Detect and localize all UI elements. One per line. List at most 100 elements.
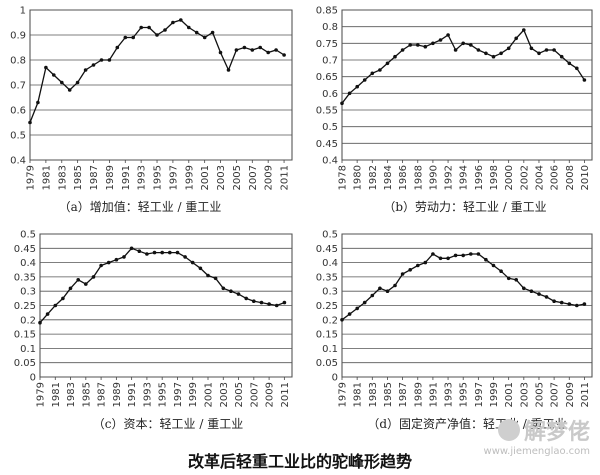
data-point — [99, 263, 103, 268]
data-point — [370, 293, 375, 298]
x-tick-label: 1989 — [105, 165, 116, 190]
x-tick-label: 1986 — [398, 165, 409, 190]
y-tick-label: 0.8 — [322, 22, 338, 33]
data-point — [347, 312, 352, 316]
x-tick-label: 1993 — [137, 165, 148, 190]
data-point — [266, 50, 271, 55]
watermark-url: www.jiemenglao.com — [483, 446, 590, 457]
x-tick-label: 1996 — [474, 165, 485, 190]
x-tick-label: 2006 — [550, 165, 561, 190]
x-tick-label: 1991 — [127, 382, 138, 407]
watermark-logo-icon — [497, 419, 520, 441]
data-point — [355, 306, 360, 311]
y-tick-label: 0.5 — [10, 131, 26, 142]
x-tick-label: 1978 — [338, 165, 349, 190]
x-tick-label: 1984 — [383, 165, 394, 190]
data-point — [206, 273, 210, 278]
y-tick-label: 0.4 — [322, 156, 338, 167]
x-tick-label: 1992 — [444, 165, 455, 190]
data-point — [53, 303, 58, 308]
data-point — [393, 283, 397, 288]
y-tick-label: 0.35 — [316, 272, 338, 283]
data-point — [242, 45, 247, 50]
x-tick-label: 1979 — [338, 382, 349, 407]
figure-title: 改革后轻重工业比的驼峰形趋势 — [187, 452, 412, 471]
data-point — [274, 48, 278, 52]
y-tick-label: 0.4 — [10, 156, 26, 167]
data-point — [499, 51, 503, 56]
data-point — [514, 36, 518, 41]
x-tick-label: 2009 — [264, 165, 275, 190]
x-tick-label: 1997 — [173, 382, 184, 407]
data-point — [340, 318, 344, 322]
data-point — [582, 78, 587, 82]
x-tick-label: 1994 — [459, 165, 470, 190]
data-point — [514, 278, 518, 282]
data-point — [99, 58, 104, 62]
data-point — [68, 286, 73, 291]
data-point — [179, 18, 183, 22]
x-tick-label: 1990 — [428, 165, 439, 190]
panel-caption: （b）劳动力：轻工业 / 重工业 — [383, 200, 546, 214]
x-tick-label: 1987 — [398, 382, 409, 407]
data-point — [139, 25, 143, 30]
x-tick-label: 1982 — [368, 165, 379, 190]
x-tick-label: 1989 — [112, 382, 123, 407]
y-tick-label: 0.45 — [316, 139, 338, 150]
data-point — [114, 257, 119, 262]
data-point — [400, 48, 405, 52]
y-tick-label: 0.7 — [322, 56, 338, 67]
series-line — [341, 253, 585, 321]
series-line — [341, 28, 585, 104]
y-tick-label: 0.35 — [14, 272, 36, 283]
x-tick-label: 2002 — [519, 165, 530, 190]
y-tick-label: 0.4 — [20, 258, 36, 269]
y-tick-label: 0.6 — [10, 106, 26, 117]
data-point — [163, 28, 167, 32]
data-point — [52, 73, 56, 77]
x-tick-label: 2011 — [580, 382, 591, 407]
data-point — [385, 289, 390, 294]
y-tick-label: 0.2 — [20, 315, 36, 326]
data-point — [438, 38, 443, 42]
y-tick-label: 0.3 — [322, 287, 338, 298]
data-point — [408, 268, 413, 272]
data-point — [267, 302, 271, 306]
data-point — [416, 263, 420, 268]
data-point — [171, 20, 175, 25]
data-point — [147, 25, 151, 30]
y-tick-label: 0.15 — [14, 330, 36, 341]
x-tick-label: 1995 — [158, 382, 169, 407]
series-line — [39, 247, 285, 324]
data-point — [446, 256, 450, 261]
x-tick-label: 2009 — [565, 382, 576, 407]
x-tick-label: 2007 — [550, 382, 561, 407]
data-point — [362, 300, 367, 305]
y-tick-label: 0.5 — [20, 230, 36, 241]
y-tick-label: 0.9 — [10, 31, 26, 42]
data-point — [347, 91, 352, 96]
data-point — [416, 43, 420, 47]
data-point — [226, 68, 231, 72]
data-point — [385, 61, 390, 66]
x-tick-label: 1999 — [184, 165, 195, 190]
data-point — [355, 84, 360, 89]
x-tick-label: 2007 — [248, 165, 259, 190]
data-point — [469, 43, 473, 47]
y-tick-label: 0.1 — [322, 344, 338, 355]
x-tick-label: 2010 — [580, 165, 591, 190]
data-point — [537, 292, 541, 296]
data-point — [476, 48, 481, 52]
watermark-text: 解梦佬 — [523, 420, 590, 445]
y-tick-label: 0.05 — [316, 358, 338, 369]
x-tick-label: 1983 — [57, 165, 68, 190]
data-point — [282, 300, 287, 305]
data-point — [274, 303, 279, 308]
x-tick-label: 2009 — [265, 382, 276, 407]
data-point — [461, 41, 466, 46]
data-point — [529, 289, 534, 294]
data-point — [190, 260, 195, 265]
data-point — [194, 30, 199, 35]
data-point — [210, 30, 215, 35]
